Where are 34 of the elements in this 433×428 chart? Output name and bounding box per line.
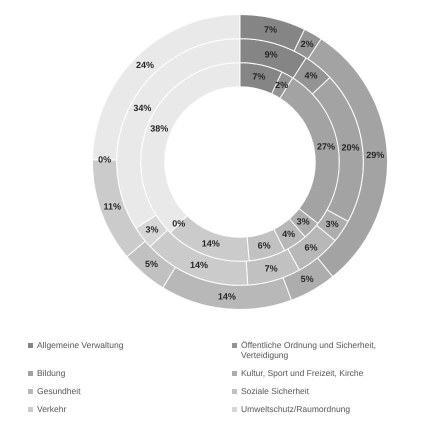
data-label: 6% [258,240,271,250]
data-label: 20% [341,142,360,153]
legend-label: Kultur, Sport und Freizeit, Kirche [241,368,364,378]
data-label: 29% [366,150,384,160]
data-label: 2% [300,38,314,49]
legend-label: Umweltschutz/Raumordnung [241,404,350,414]
data-label: 9% [264,50,278,60]
data-label: 3% [326,219,339,230]
legend-label: Öffentliche Ordnung und Sicherheit, Verteidigung [241,340,377,360]
legend-label: Allgemeine Verwaltung [37,340,124,350]
data-label: 6% [304,242,318,252]
data-label: 3% [296,216,310,227]
data-label: 5% [144,258,158,269]
legend-label: Verkehr [37,404,66,414]
data-label: 34% [133,102,152,113]
data-label: 38% [150,123,168,134]
data-label: 27% [316,142,336,152]
data-label: 4% [282,228,296,239]
data-label: 11% [104,202,122,212]
legend-label: Gesundheit [37,386,80,396]
data-label: 14% [190,260,208,270]
data-label: 14% [202,238,220,249]
data-label: 5% [300,274,314,284]
legend-label: Soziale Sicherheit [241,386,310,396]
text: 0% [98,154,112,164]
data-label: 7% [252,71,266,82]
data-label: 3% [146,224,159,235]
data-label: 7% [264,24,277,34]
data-label: 24% [136,60,154,70]
data-label: 4% [304,70,318,81]
data-label: 7% [264,263,278,274]
text: 0% [172,218,186,229]
data-label: 14% [218,291,236,302]
legend-label: Bildung [37,368,66,378]
